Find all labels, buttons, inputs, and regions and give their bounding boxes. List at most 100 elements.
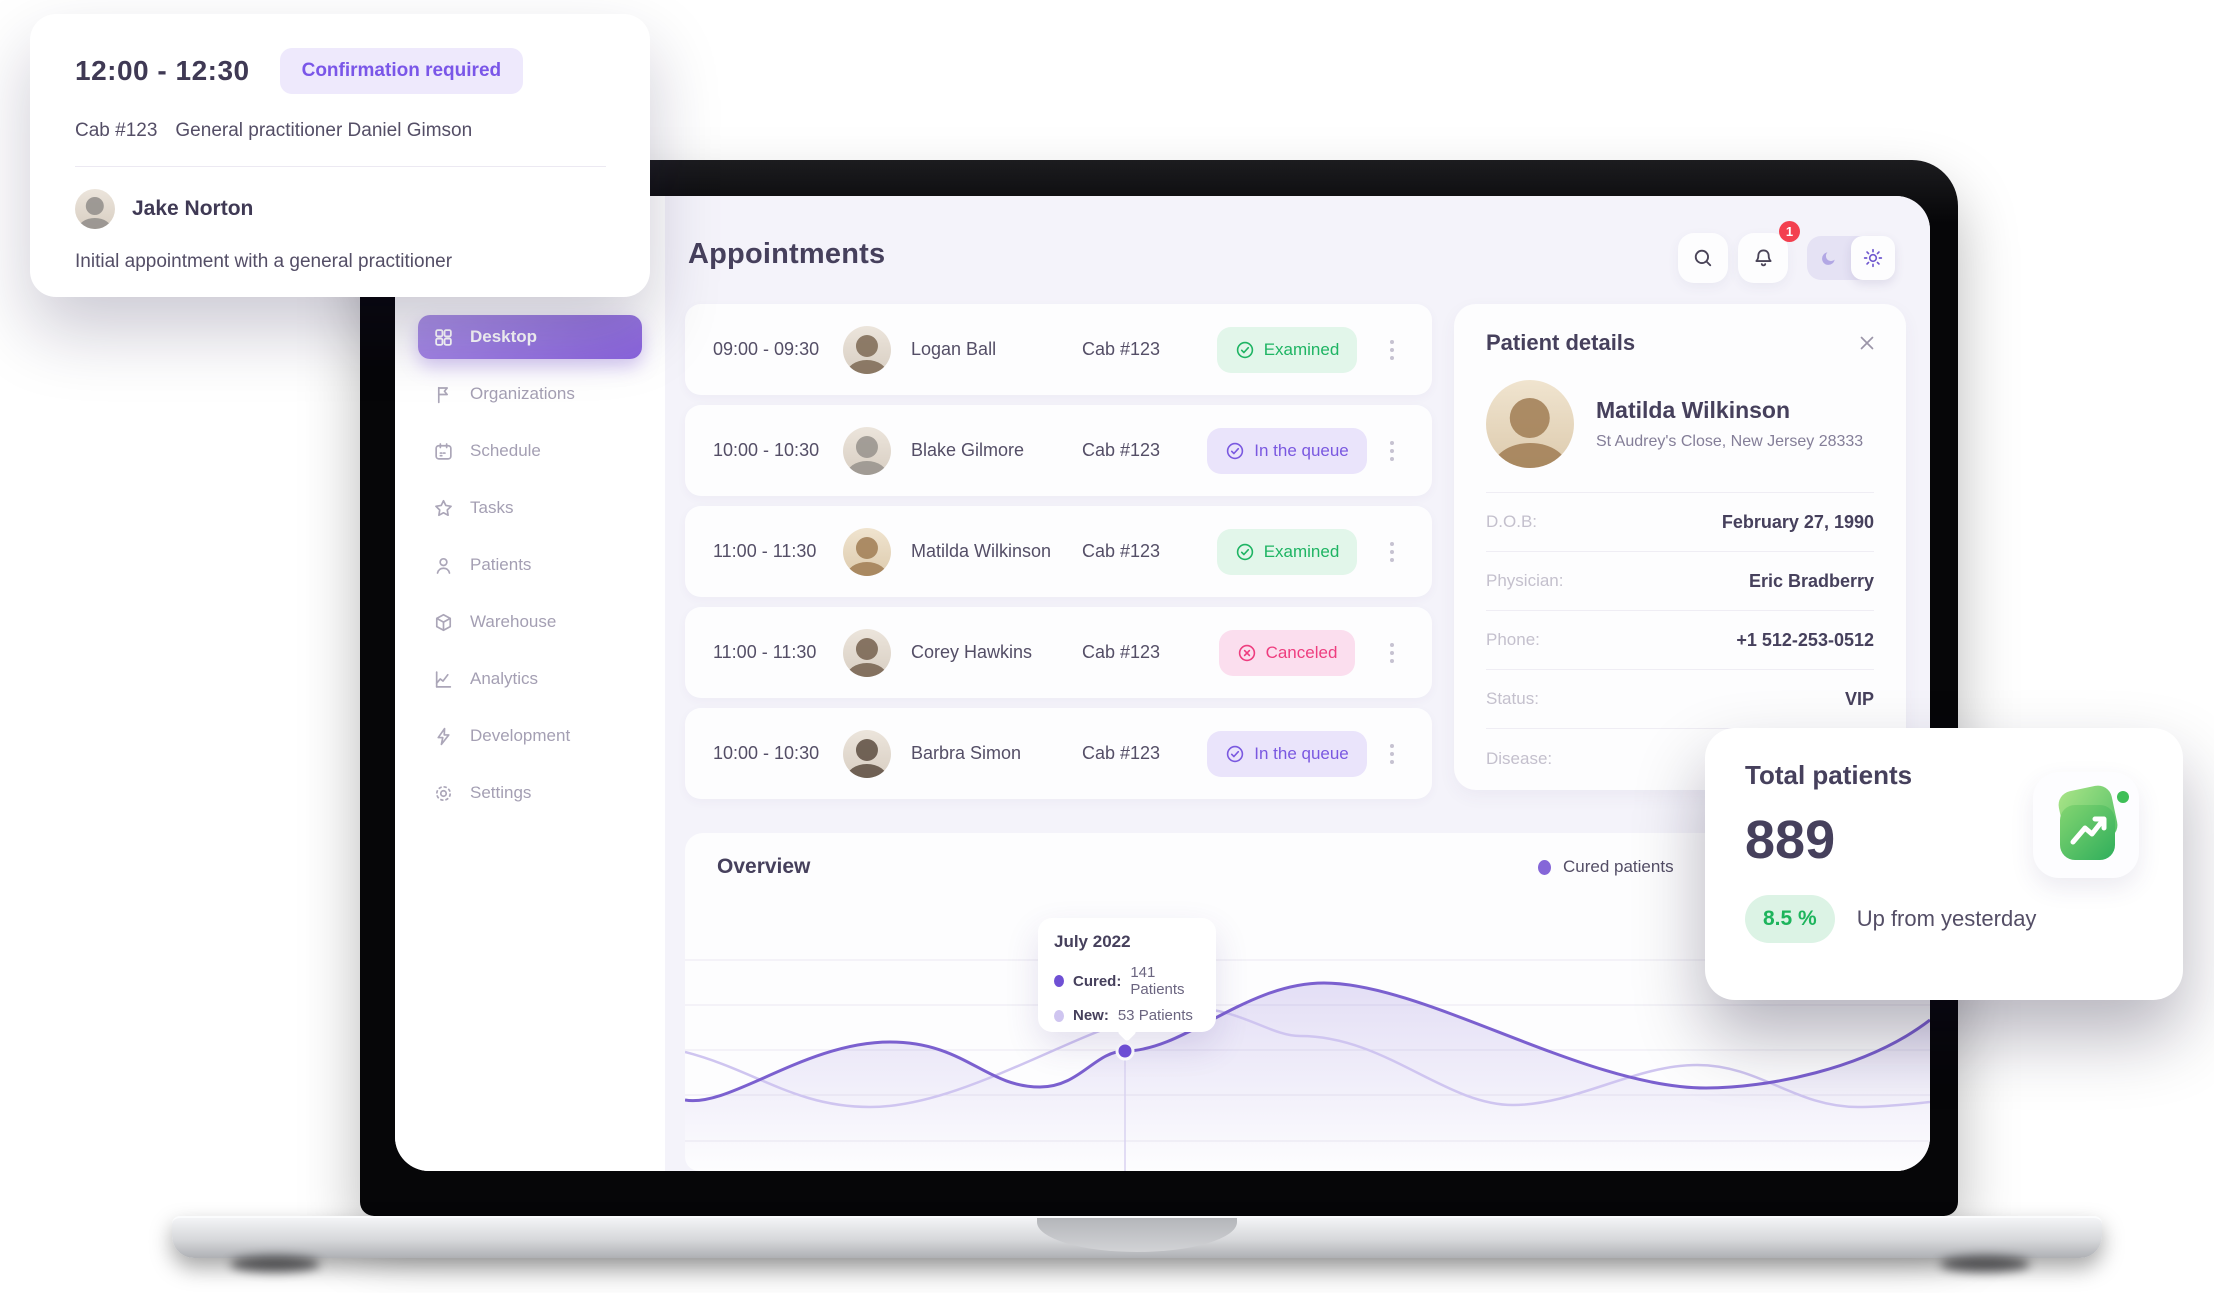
tooltip-label: Cured: (1073, 972, 1122, 990)
close-icon (1860, 336, 1874, 350)
delta-badge: 8.5 % (1745, 895, 1835, 943)
cured-patients-line (685, 981, 1930, 1103)
row-menu-button[interactable] (1372, 541, 1412, 562)
grid-icon (435, 328, 452, 346)
status-label: In the queue (1254, 743, 1349, 763)
theme-dark-option[interactable] (1807, 236, 1851, 280)
laptop-base (172, 1216, 2102, 1258)
avatar (843, 729, 891, 778)
check-circle-icon (1236, 543, 1253, 560)
laptop-foot (1940, 1256, 2030, 1272)
flag-icon (437, 386, 449, 403)
tooltip-row-cured: Cured: 141 Patients (1054, 964, 1200, 998)
avatar (1486, 380, 1574, 468)
sidebar-item-analytics[interactable]: Analytics (418, 657, 642, 701)
patient-name: Corey Hawkins (911, 642, 1033, 662)
total-patients-title: Total patients (1745, 760, 1913, 790)
detail-row: Physician: Eric Bradberry (1486, 552, 1874, 611)
laptop-foot (230, 1256, 320, 1272)
appointment-time: 09:00 - 09:30 (713, 339, 820, 359)
cab-number: Cab #123 (1082, 440, 1161, 460)
confirmation-badge: Confirmation required (279, 48, 524, 94)
patient-details-title: Patient details (1486, 330, 1636, 355)
appointment-row[interactable]: 10:00 - 10:30 Blake Gilmore Cab #123 In … (685, 405, 1432, 496)
field-label: Disease: (1486, 748, 1553, 768)
popup-time-range: 12:00 - 12:30 (75, 55, 250, 86)
sidebar-item-label: Desktop (470, 327, 538, 346)
row-menu-button[interactable] (1372, 339, 1412, 360)
detail-row: D.O.B: February 27, 1990 (1486, 493, 1874, 552)
detail-row: Phone: +1 512-253-0512 (1486, 611, 1874, 670)
cab-number: Cab #123 (1082, 642, 1161, 662)
sun-icon (1863, 248, 1883, 268)
appointment-row[interactable]: 10:00 - 10:30 Barbra Simon Cab #123 In t… (685, 708, 1432, 799)
new-patients-line (685, 1006, 1930, 1109)
sidebar-item-patients[interactable]: Patients (418, 543, 642, 587)
sidebar-item-warehouse[interactable]: Warehouse (418, 600, 642, 644)
field-label: Status: (1486, 689, 1539, 708)
field-label: Phone: (1486, 630, 1540, 649)
total-patients-value: 889 (1745, 810, 1836, 870)
patient-name: Matilda Wilkinson (911, 541, 1052, 561)
field-label: Physician: (1486, 571, 1564, 590)
sidebar-item-organizations[interactable]: Organizations (418, 372, 642, 416)
sidebar: Desktop Organizations Schedule Tasks (395, 196, 665, 1171)
field-value: Eric Bradberry (1748, 570, 1874, 591)
sidebar-item-schedule[interactable]: Schedule (418, 429, 642, 473)
patient-name: Blake Gilmore (911, 440, 1025, 460)
patient-name: Matilda Wilkinson (1596, 397, 1791, 423)
sidebar-item-label: Development (470, 726, 571, 745)
chart-tooltip: July 2022 Cured: 141 Patients New: 53 Pa… (1038, 918, 1216, 1032)
patient-name: Logan Ball (911, 339, 997, 359)
laptop-lid: Desktop Organizations Schedule Tasks (360, 160, 1958, 1216)
calendar-icon (435, 442, 452, 460)
sidebar-item-tasks[interactable]: Tasks (418, 486, 642, 530)
appointment-row[interactable]: 11:00 - 11:30 Matilda Wilkinson Cab #123… (685, 506, 1432, 597)
cab-number: Cab #123 (1082, 339, 1161, 359)
popup-practitioner: General practitioner Daniel Gimson (175, 120, 473, 141)
laptop-notch (1037, 1218, 1237, 1252)
gear-icon (435, 785, 452, 801)
appointment-time: 10:00 - 10:30 (713, 440, 820, 460)
row-menu-button[interactable] (1372, 743, 1412, 764)
sidebar-item-desktop[interactable]: Desktop (418, 315, 642, 359)
patient-name: Barbra Simon (911, 743, 1022, 763)
legend-label: Cured patients (1563, 857, 1674, 876)
notification-count-badge: 1 (1779, 221, 1800, 242)
search-button[interactable] (1678, 233, 1728, 283)
close-button[interactable] (1854, 330, 1880, 356)
tooltip-value: 53 Patients (1117, 1007, 1193, 1024)
tooltip-value: 141 Patients (1130, 964, 1185, 998)
legend-dot (1538, 859, 1551, 875)
avatar (843, 426, 891, 475)
patient-summary: Matilda Wilkinson St Audrey's Close, New… (1486, 380, 1874, 493)
box-icon (435, 613, 452, 631)
sidebar-item-settings[interactable]: Settings (418, 771, 642, 815)
page-title: Appointments (688, 238, 886, 270)
theme-light-option[interactable] (1851, 236, 1895, 280)
sidebar-item-label: Settings (470, 783, 532, 802)
sidebar-item-label: Tasks (470, 498, 514, 517)
row-menu-button[interactable] (1372, 642, 1412, 663)
app-screen: Desktop Organizations Schedule Tasks (395, 196, 1930, 1171)
detail-row: Disease: (1486, 729, 1874, 788)
search-icon (1694, 249, 1712, 267)
sidebar-item-label: Analytics (470, 669, 539, 688)
total-patients-card: Total patients 889 8.5 % Up from yesterd… (1705, 728, 2183, 1000)
row-menu-button[interactable] (1372, 440, 1412, 461)
check-circle-icon (1227, 442, 1244, 459)
status-label: In the queue (1254, 440, 1349, 460)
cab-number: Cab #123 (1082, 541, 1161, 561)
appointment-row[interactable]: 11:00 - 11:30 Corey Hawkins Cab #123 Can… (685, 607, 1432, 698)
tooltip-label: New: (1073, 1007, 1109, 1024)
appointment-row[interactable]: 09:00 - 09:30 Logan Ball Cab #123 Examin… (685, 304, 1432, 395)
notifications-button[interactable] (1738, 233, 1788, 283)
sidebar-item-development[interactable]: Development (418, 714, 642, 758)
overview-card: Overview Cured patients (685, 833, 1930, 1171)
cured-dot (1054, 975, 1064, 987)
chart-legend: Cured patients (1538, 857, 1674, 877)
avatar (843, 527, 891, 576)
cab-number: Cab #123 (1082, 743, 1161, 763)
overview-title: Overview (717, 855, 811, 878)
